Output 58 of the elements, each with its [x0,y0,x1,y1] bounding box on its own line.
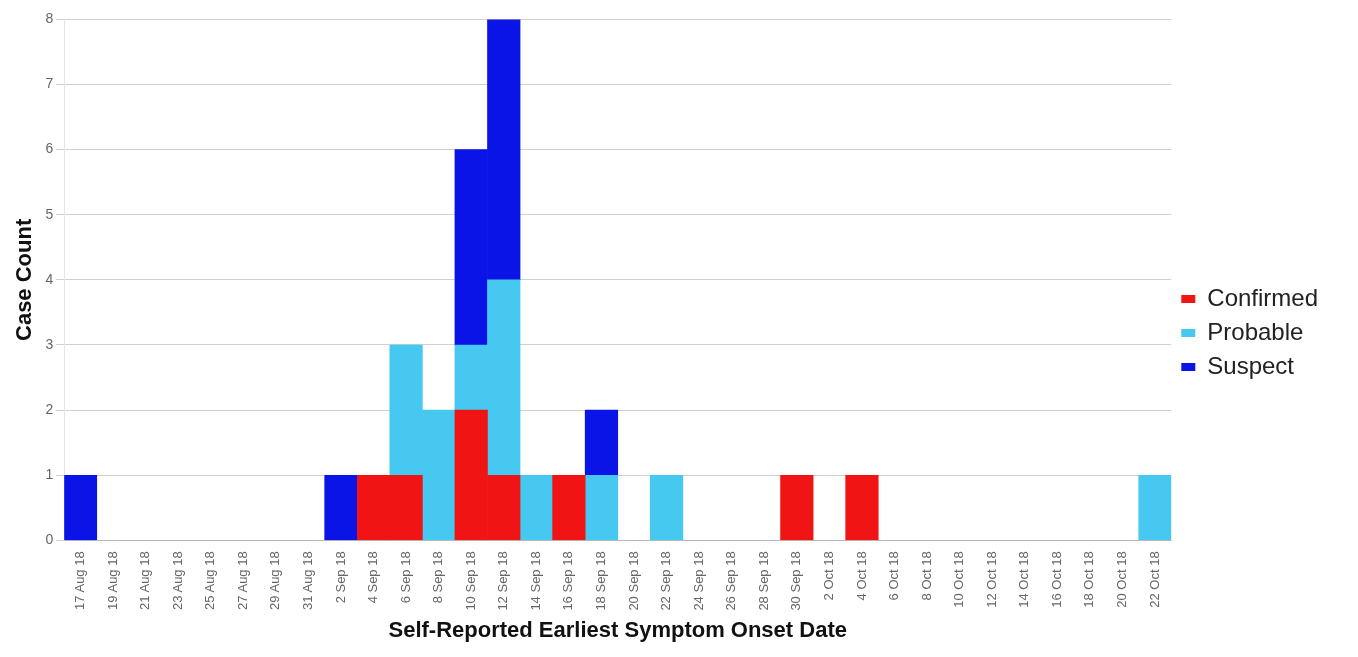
x-tick-label: 8 Sep 18 [430,551,446,604]
bar [584,474,619,541]
x-tick-label: 24 Sep 18 [690,551,706,611]
y-tick-label: 7 [45,75,54,92]
x-tick-label: 8 Oct 18 [918,551,934,601]
x-tick-label: 25 Aug 18 [202,551,218,610]
bar [845,474,879,541]
y-tick-label: 3 [45,335,54,352]
bar [64,474,98,541]
bar [780,474,814,541]
x-tick-label: 16 Sep 18 [560,551,576,611]
x-tick-label: 16 Oct 18 [1048,551,1064,608]
y-tick-label: 2 [45,400,54,417]
x-tick-label: 2 Sep 18 [332,551,348,604]
x-tick-label: 28 Sep 18 [755,551,771,611]
x-tick-label: 4 Sep 18 [365,551,381,604]
y-tick-label: 5 [45,205,54,222]
x-tick-label: 12 Sep 18 [495,551,511,611]
bar [584,409,619,476]
legend-label: Suspect [1207,351,1295,379]
x-tick-label: 6 Sep 18 [397,551,413,604]
bar [324,474,358,541]
x-tick-label: 21 Aug 18 [137,551,153,610]
x-tick-label: 22 Sep 18 [658,551,674,611]
x-tick-label: 14 Oct 18 [1016,551,1032,608]
x-tick-label: 12 Oct 18 [983,551,999,608]
x-tick-label: 23 Aug 18 [169,551,185,610]
x-tick-label: 10 Sep 18 [462,551,478,611]
x-tick-label: 22 Oct 18 [1146,551,1162,608]
bar [649,474,684,541]
bar [1138,474,1172,541]
bar [552,474,586,541]
x-tick-label: 30 Sep 18 [788,551,804,611]
bar [519,474,553,541]
x-tick-label: 10 Oct 18 [951,551,967,608]
x-tick-label: 31 Aug 18 [299,551,315,610]
x-tick-label: 26 Sep 18 [723,551,739,611]
x-tick-label: 27 Aug 18 [234,551,250,610]
y-tick-label: 8 [45,10,54,27]
legend-label: Confirmed [1207,283,1319,311]
y-tick-label: 6 [45,140,54,157]
x-tick-label: 2 Oct 18 [820,551,836,601]
y-tick-label: 0 [45,531,54,548]
x-tick-label: 20 Oct 18 [1114,551,1130,608]
x-tick-label: 17 Aug 18 [72,551,88,610]
x-tick-label: 6 Oct 18 [886,551,902,601]
x-axis-title: Self-Reported Earliest Symptom Onset Date [388,616,847,642]
y-tick-label: 1 [45,466,54,483]
x-tick-label: 14 Sep 18 [527,551,543,611]
y-tick-label: 4 [45,270,54,287]
x-tick-label: 20 Sep 18 [625,551,641,611]
x-tick-label: 18 Sep 18 [593,551,609,611]
x-tick-label: 19 Aug 18 [104,551,120,610]
x-tick-label: 29 Aug 18 [267,551,283,610]
y-axis-title: Case Count [11,218,37,341]
x-tick-label: 18 Oct 18 [1081,551,1097,608]
x-tick-label: 4 Oct 18 [853,551,869,601]
legend-label: Probable [1207,317,1304,345]
